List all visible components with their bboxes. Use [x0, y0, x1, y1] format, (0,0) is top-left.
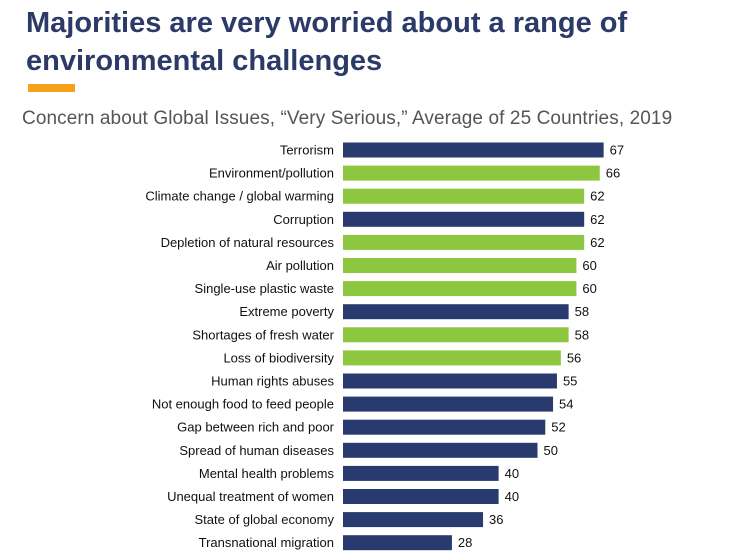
value-label: 62 — [590, 189, 604, 204]
category-label: Corruption — [273, 212, 334, 227]
category-label: Air pollution — [266, 258, 334, 273]
value-label: 60 — [582, 281, 596, 296]
bar — [343, 489, 499, 504]
bar — [343, 142, 604, 158]
bar — [343, 465, 499, 481]
value-label: 54 — [559, 397, 573, 412]
category-label: Terrorism — [280, 143, 334, 158]
bar — [343, 304, 569, 320]
value-label: 62 — [590, 212, 604, 227]
bar — [343, 188, 585, 204]
bar — [343, 442, 538, 458]
category-label: Environment/pollution — [209, 166, 334, 181]
category-label: Extreme poverty — [239, 304, 334, 319]
bar — [343, 419, 546, 435]
bar — [343, 373, 557, 389]
value-label: 40 — [505, 489, 519, 504]
bar — [343, 281, 577, 297]
category-label: Depletion of natural resources — [161, 235, 335, 250]
bar — [343, 165, 600, 181]
bar — [343, 396, 554, 412]
category-label: Transnational migration — [199, 535, 334, 550]
value-label: 36 — [489, 512, 503, 527]
value-label: 28 — [458, 535, 472, 550]
bar — [343, 234, 585, 250]
category-label: Mental health problems — [199, 466, 335, 481]
category-label: Shortages of fresh water — [192, 327, 334, 342]
value-label: 56 — [567, 350, 581, 365]
chart-headline: Majorities are very worried about a rang… — [26, 7, 628, 77]
category-label: Climate change / global warming — [145, 189, 334, 204]
value-label: 62 — [590, 235, 604, 250]
bar — [343, 258, 577, 273]
category-label: Loss of biodiversity — [223, 350, 334, 365]
category-label: Not enough food to feed people — [152, 397, 334, 412]
value-label: 58 — [575, 327, 589, 342]
value-label: 60 — [582, 258, 596, 273]
bar — [343, 211, 585, 227]
value-label: 52 — [551, 420, 565, 435]
bar — [343, 535, 452, 551]
bar — [343, 512, 484, 528]
accent-rule — [28, 84, 75, 92]
category-label: Spread of human diseases — [179, 443, 334, 458]
bar-chart: Terrorism 67 Environment/pollution 66 Climat… — [145, 142, 624, 551]
value-label: 40 — [505, 466, 519, 481]
value-label: 58 — [575, 304, 589, 319]
value-label: 50 — [544, 443, 558, 458]
chart-subtitle: Concern about Global Issues, “Very Serio… — [22, 108, 673, 129]
category-label: Gap between rich and poor — [177, 420, 334, 435]
category-label: Unequal treatment of women — [167, 489, 334, 504]
bar — [343, 350, 561, 366]
category-label: Human rights abuses — [211, 374, 334, 389]
value-label: 67 — [610, 143, 624, 158]
category-label: Single-use plastic waste — [195, 281, 334, 296]
value-label: 55 — [563, 374, 577, 389]
bar — [343, 327, 569, 343]
value-label: 66 — [606, 166, 620, 181]
category-label: State of global economy — [195, 512, 335, 527]
